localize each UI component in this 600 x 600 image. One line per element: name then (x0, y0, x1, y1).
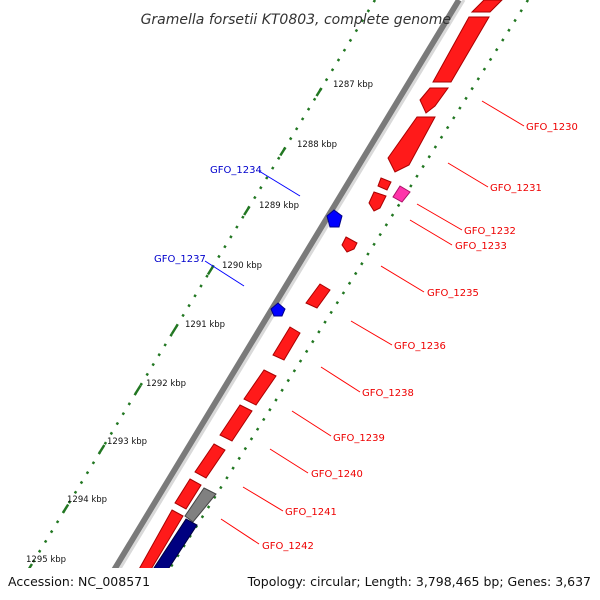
gene-label-GFO_1230: GFO_1230 (526, 122, 578, 133)
kbp-label: 1292 kbp (146, 379, 186, 389)
kbp-label: 1290 kbp (222, 261, 262, 271)
gene-GFO_1232-block[interactable] (377, 177, 411, 203)
kbp-label: 1288 kbp (297, 140, 337, 150)
gene-label-GFO_1233: GFO_1233 (455, 241, 507, 252)
footer-backdrop (0, 568, 600, 600)
gene-label-GFO_1236: GFO_1236 (394, 341, 446, 352)
accession-text: Accession: NC_008571 (8, 574, 150, 589)
kbp-label: 1293 kbp (107, 437, 147, 447)
kbp-tick (243, 206, 251, 216)
kbp-label: 1291 kbp (185, 320, 225, 330)
gene-GFO_1237-block[interactable] (270, 302, 286, 317)
kbp-tick (134, 384, 142, 395)
kbp-label: 1294 kbp (67, 495, 107, 505)
kbp-tick (62, 503, 70, 514)
gene-label-GFO_1239: GFO_1239 (333, 433, 385, 444)
gene-features (121, 0, 503, 600)
gene-GFO_1234-block[interactable] (326, 209, 343, 228)
gene-label-GFO_1237: GFO_1237 (154, 254, 206, 265)
gene-label-GFO_1232: GFO_1232 (464, 226, 516, 237)
gene-label-GFO_1238: GFO_1238 (362, 388, 414, 399)
gene-GFO_1231-block[interactable] (387, 116, 436, 173)
gene-GFO_1233-block[interactable] (368, 191, 387, 212)
gene-label-GFO_1242: GFO_1242 (262, 541, 314, 552)
gene-label-GFO_1241: GFO_1241 (285, 507, 337, 518)
gene-GFO_1238-block[interactable] (272, 326, 301, 361)
gene-label-GFO_1240: GFO_1240 (311, 469, 363, 480)
kbp-tick (315, 87, 323, 97)
gene-label-GFO_1234: GFO_1234 (210, 165, 262, 176)
gene-GFO_1230-block[interactable] (419, 0, 503, 114)
kbp-ruler-labels: 1287 kbp 1288 kbp 1289 kbp 1290 kbp 1291… (26, 80, 373, 565)
gene-GFO_1240-block[interactable] (219, 404, 253, 442)
gene-GFO_1239-block[interactable] (243, 369, 277, 406)
gene-GFO_1241-block[interactable] (194, 443, 226, 479)
kbp-tick (170, 325, 178, 335)
reverse-gene-labels: GFO_1234 GFO_1237 (154, 165, 262, 265)
gc-skew-track (8, 0, 530, 600)
kbp-label: 1289 kbp (259, 201, 299, 211)
kbp-tick (206, 265, 215, 276)
kbp-tick (279, 146, 287, 157)
label-leader-lines (204, 100, 525, 545)
kbp-label: 1295 kbp (26, 555, 66, 565)
forward-gene-labels: GFO_1230 GFO_1231 GFO_1232 GFO_1233 GFO_… (262, 122, 578, 552)
gene-label-GFO_1235: GFO_1235 (427, 288, 479, 299)
gene-GFO_1235-block[interactable] (341, 236, 358, 253)
kbp-tick (98, 444, 106, 454)
map-title: Gramella forsetii KT0803, complete genom… (141, 12, 451, 28)
genome-backbone (93, 0, 466, 600)
gene-label-GFO_1231: GFO_1231 (490, 183, 542, 194)
gene-GFO_1236-block[interactable] (305, 283, 331, 309)
kbp-label: 1287 kbp (333, 80, 373, 90)
summary-text: Topology: circular; Length: 3,798,465 bp… (247, 574, 591, 589)
